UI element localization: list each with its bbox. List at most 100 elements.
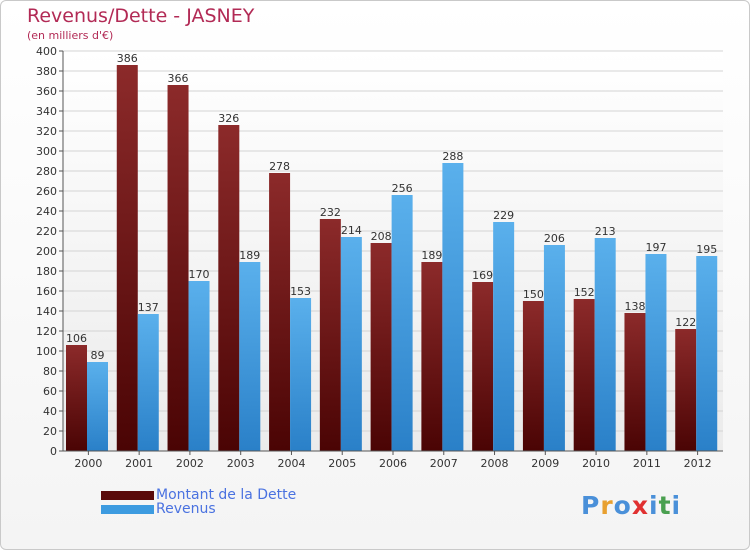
x-tick-label: 2004	[277, 457, 305, 470]
y-tick-label: 140	[36, 305, 57, 318]
logo-letter: t	[658, 491, 672, 520]
data-label: 232	[320, 206, 341, 219]
y-tick-label: 60	[43, 385, 57, 398]
chart-title: Revenus/Dette - JASNEY	[27, 5, 255, 27]
logo-letter: i	[671, 491, 682, 520]
y-tick-label: 280	[36, 165, 57, 178]
legend-swatch-revenus	[101, 504, 154, 514]
data-label: 169	[472, 269, 493, 282]
y-tick-label: 400	[36, 45, 57, 58]
data-label: 170	[189, 268, 210, 281]
x-tick-label: 2012	[684, 457, 712, 470]
chart-subtitle: (en milliers d'€)	[27, 29, 114, 42]
bar-revenus	[543, 245, 565, 451]
data-label: 288	[442, 150, 463, 163]
logo-letter: x	[631, 491, 649, 520]
data-label: 106	[66, 332, 87, 345]
data-label: 137	[138, 301, 159, 314]
y-tick-label: 180	[36, 265, 57, 278]
bar-dette	[218, 125, 240, 451]
data-label: 189	[239, 249, 260, 262]
data-label: 138	[624, 300, 645, 313]
bar-revenus	[696, 256, 718, 451]
data-label: 195	[696, 243, 717, 256]
bar-dette	[167, 85, 189, 451]
x-tick-label: 2007	[430, 457, 458, 470]
bar-dette	[472, 282, 494, 451]
bar-revenus	[137, 314, 159, 451]
y-tick-label: 340	[36, 105, 57, 118]
bar-dette	[66, 345, 87, 451]
y-tick-label: 0	[50, 445, 57, 458]
data-label: 213	[595, 225, 616, 238]
data-label: 386	[117, 52, 138, 65]
y-tick-label: 260	[36, 185, 57, 198]
bar-dette	[522, 301, 544, 451]
logo-letter: o	[613, 491, 632, 520]
y-tick-label: 380	[36, 65, 57, 78]
x-tick-label: 2010	[582, 457, 610, 470]
legend-item-revenus: Revenus	[101, 501, 216, 517]
data-label: 229	[493, 209, 514, 222]
bar-revenus	[87, 362, 108, 451]
bar-revenus	[391, 195, 413, 451]
data-label: 366	[168, 72, 189, 85]
y-tick-label: 100	[36, 345, 57, 358]
x-tick-label: 2008	[481, 457, 509, 470]
bar-revenus	[290, 298, 312, 451]
bar-revenus	[442, 163, 464, 451]
bar-dette	[421, 262, 443, 451]
data-label: 189	[421, 249, 442, 262]
bar-revenus	[340, 237, 362, 451]
bar-dette	[675, 329, 697, 451]
y-tick-label: 360	[36, 85, 57, 98]
bar-dette	[269, 173, 291, 451]
x-tick-label: 2005	[328, 457, 356, 470]
legend-swatch-dette	[101, 490, 154, 500]
bar-revenus	[493, 222, 515, 451]
y-tick-label: 120	[36, 325, 57, 338]
bar-dette	[624, 313, 646, 451]
y-tick-label: 200	[36, 245, 57, 258]
data-label: 256	[392, 182, 413, 195]
logo-letter: r	[600, 491, 614, 520]
bar-dette	[116, 65, 138, 451]
data-label: 89	[91, 349, 105, 362]
legend-item-dette: Montant de la Dette	[101, 487, 297, 503]
y-tick-label: 320	[36, 125, 57, 138]
x-tick-label: 2000	[74, 457, 102, 470]
x-tick-label: 2001	[125, 457, 153, 470]
data-label: 152	[574, 286, 595, 299]
bar-revenus	[188, 281, 210, 451]
x-tick-label: 2002	[176, 457, 204, 470]
logo-letter: i	[649, 491, 659, 520]
data-label: 150	[523, 288, 544, 301]
x-tick-label: 2003	[227, 457, 255, 470]
y-tick-label: 80	[43, 365, 57, 378]
y-tick-label: 160	[36, 285, 57, 298]
y-tick-label: 240	[36, 205, 57, 218]
x-tick-label: 2011	[633, 457, 661, 470]
y-tick-label: 300	[36, 145, 57, 158]
data-label: 153	[290, 285, 311, 298]
data-label: 197	[645, 241, 666, 254]
x-tick-label: 2009	[531, 457, 559, 470]
y-tick-label: 220	[36, 225, 57, 238]
legend-label-dette: Montant de la Dette	[156, 487, 297, 503]
bar-revenus	[239, 262, 261, 451]
proxiti-logo: Proxiti	[581, 491, 681, 520]
data-label: 208	[371, 230, 392, 243]
data-label: 326	[218, 112, 239, 125]
y-tick-label: 40	[43, 405, 57, 418]
bar-revenus	[594, 238, 616, 451]
x-tick-label: 2006	[379, 457, 407, 470]
bar-dette	[573, 299, 595, 451]
legend-label-revenus: Revenus	[156, 501, 216, 517]
data-label: 214	[341, 224, 362, 237]
data-label: 206	[544, 232, 565, 245]
y-tick-label: 20	[43, 425, 57, 438]
data-label: 278	[269, 160, 290, 173]
bar-revenus	[645, 254, 667, 451]
